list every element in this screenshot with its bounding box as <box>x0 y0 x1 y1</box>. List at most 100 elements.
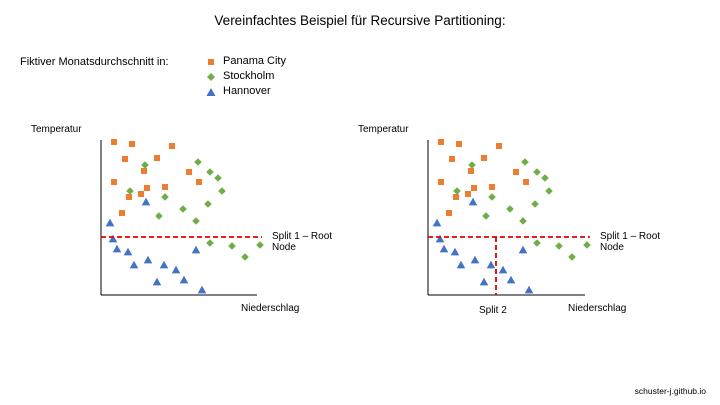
data-point-panama <box>126 194 132 200</box>
data-point-hannover <box>171 265 181 274</box>
data-point-hannover <box>112 244 122 253</box>
data-point-panama <box>144 185 150 191</box>
legend-item-stockholm: Stockholm <box>205 69 286 84</box>
data-point-hannover <box>450 247 460 256</box>
split-1-label-line2: Node <box>272 242 296 253</box>
data-point-stockholm <box>453 187 461 195</box>
legend: Panama City Stockholm Hannover <box>205 54 286 99</box>
legend-item-panama: Panama City <box>205 54 286 69</box>
data-point-stockholm <box>568 253 576 261</box>
data-point-panama <box>122 156 128 162</box>
data-point-hannover <box>506 275 516 284</box>
data-point-stockholm <box>468 161 476 169</box>
data-point-stockholm <box>155 212 163 220</box>
data-point-stockholm <box>126 187 134 195</box>
data-point-panama <box>489 184 495 190</box>
data-point-hannover <box>498 265 508 274</box>
y-axis-label: Temperatur <box>358 124 409 135</box>
data-point-panama <box>438 179 444 185</box>
data-point-stockholm <box>545 187 553 195</box>
legend-item-label: Panama City <box>223 55 286 67</box>
data-point-panama <box>481 155 487 161</box>
diamond-marker-icon <box>207 72 215 81</box>
split-2-label: Split 2 <box>479 305 507 316</box>
data-point-hannover <box>456 260 466 269</box>
data-point-stockholm <box>206 168 214 176</box>
data-point-stockholm <box>506 205 514 213</box>
data-point-hannover <box>123 247 133 256</box>
data-point-panama <box>471 185 477 191</box>
legend-caption: Fiktiver Monatsdurchschnitt in: <box>20 56 169 68</box>
split-1-label: Split 1 – Root <box>600 231 660 242</box>
data-point-hannover <box>468 197 478 206</box>
data-point-panama <box>162 184 168 190</box>
data-point-panama <box>138 191 144 197</box>
data-point-hannover <box>479 277 489 286</box>
legend-item-hannover: Hannover <box>205 84 286 99</box>
data-point-hannover <box>108 234 118 243</box>
data-point-panama <box>169 143 175 149</box>
data-point-hannover <box>191 245 201 254</box>
data-point-hannover <box>524 285 534 294</box>
data-point-stockholm <box>555 242 563 250</box>
data-point-hannover <box>179 275 189 284</box>
data-point-panama <box>465 191 471 197</box>
data-point-stockholm <box>488 193 496 201</box>
legend-item-label: Stockholm <box>223 70 275 82</box>
data-point-panama <box>111 139 117 145</box>
data-point-stockholm <box>141 161 149 169</box>
data-point-stockholm <box>214 174 222 182</box>
data-point-panama <box>111 179 117 185</box>
data-point-stockholm <box>204 200 212 208</box>
data-point-panama <box>141 168 147 174</box>
triangle-marker-icon <box>206 87 216 96</box>
data-point-stockholm <box>206 239 214 247</box>
data-point-stockholm <box>482 212 490 220</box>
data-point-stockholm <box>228 242 236 250</box>
data-point-panama <box>496 143 502 149</box>
data-point-panama <box>129 141 135 147</box>
data-point-panama <box>449 156 455 162</box>
legend-item-label: Hannover <box>223 85 271 97</box>
data-point-panama <box>513 169 519 175</box>
data-point-hannover <box>197 285 207 294</box>
data-point-stockholm <box>161 193 169 201</box>
page-title: Vereinfachtes Beispiel für Recursive Par… <box>214 13 506 28</box>
data-point-hannover <box>518 245 528 254</box>
data-point-stockholm <box>583 241 591 249</box>
data-point-stockholm <box>192 217 200 225</box>
split-1-label: Split 1 – Root <box>272 231 332 242</box>
data-point-panama <box>523 179 529 185</box>
data-point-hannover <box>152 277 162 286</box>
data-point-stockholm <box>541 174 549 182</box>
data-point-stockholm <box>519 217 527 225</box>
data-point-hannover <box>105 218 115 227</box>
data-point-hannover <box>432 218 442 227</box>
data-point-stockholm <box>531 200 539 208</box>
data-point-panama <box>456 141 462 147</box>
data-point-stockholm <box>194 158 202 166</box>
data-point-hannover <box>129 260 139 269</box>
data-point-stockholm <box>533 239 541 247</box>
data-point-hannover <box>486 260 496 269</box>
data-point-hannover <box>159 260 169 269</box>
data-point-stockholm <box>256 241 264 249</box>
data-point-panama <box>186 169 192 175</box>
data-point-hannover <box>439 244 449 253</box>
data-point-panama <box>154 155 160 161</box>
square-marker-icon <box>208 58 214 65</box>
data-point-stockholm <box>241 253 249 261</box>
data-point-panama <box>196 179 202 185</box>
data-point-panama <box>468 168 474 174</box>
data-point-stockholm <box>179 205 187 213</box>
data-point-hannover <box>470 255 480 264</box>
data-point-stockholm <box>521 158 529 166</box>
x-axis-label: Niederschlag <box>568 303 626 314</box>
data-point-panama <box>438 139 444 145</box>
data-point-panama <box>446 210 452 216</box>
data-point-hannover <box>141 197 151 206</box>
y-axis-label: Temperatur <box>31 124 82 135</box>
data-point-hannover <box>143 255 153 264</box>
x-axis-label: Niederschlag <box>241 303 299 314</box>
